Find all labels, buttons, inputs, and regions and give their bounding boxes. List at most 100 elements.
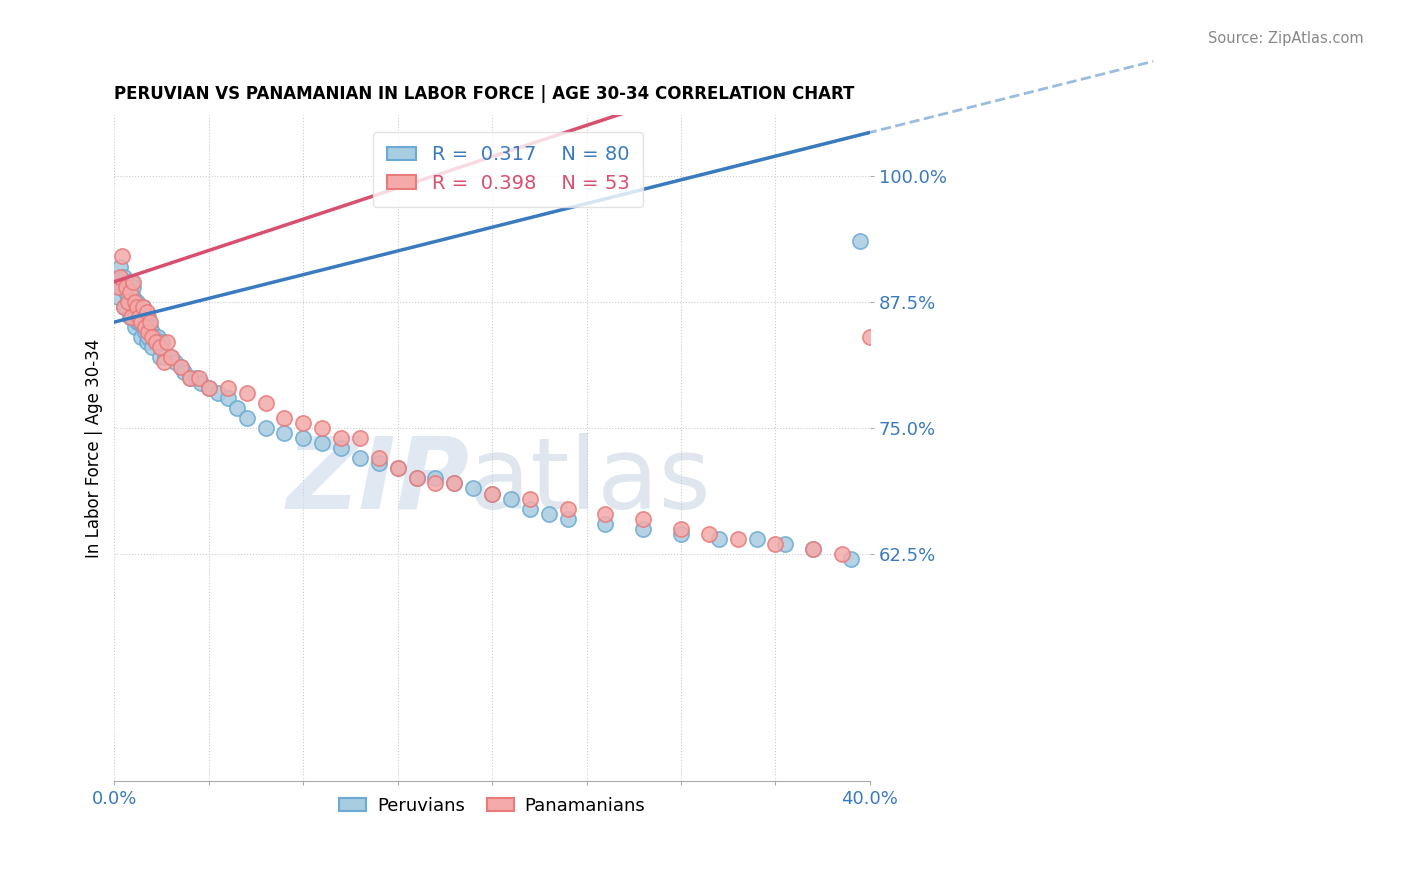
Point xyxy=(112,300,135,314)
Point xyxy=(273,410,295,425)
Point xyxy=(188,370,211,384)
Point xyxy=(831,547,853,561)
Point xyxy=(155,351,177,365)
Point xyxy=(117,290,139,304)
Point xyxy=(111,279,134,293)
Point xyxy=(499,491,522,506)
Point xyxy=(118,285,141,299)
Point xyxy=(801,541,824,556)
Point xyxy=(387,461,409,475)
Point xyxy=(124,294,146,309)
Point xyxy=(129,315,152,329)
Point xyxy=(125,300,148,314)
Point xyxy=(179,370,201,384)
Point xyxy=(122,275,145,289)
Point xyxy=(425,476,447,491)
Point xyxy=(150,335,173,350)
Point xyxy=(425,471,447,485)
Point xyxy=(141,340,163,354)
Point xyxy=(120,310,142,324)
Point xyxy=(405,471,427,485)
Point xyxy=(138,310,160,324)
Point xyxy=(254,421,277,435)
Point xyxy=(595,516,617,531)
Point xyxy=(128,300,150,314)
Point xyxy=(114,300,136,314)
Point xyxy=(198,381,221,395)
Point xyxy=(330,431,353,445)
Point xyxy=(169,360,191,375)
Point xyxy=(217,381,239,395)
Point xyxy=(125,315,148,329)
Text: ZIP: ZIP xyxy=(287,433,470,530)
Point xyxy=(292,431,315,445)
Point xyxy=(108,275,131,289)
Point xyxy=(226,401,249,415)
Point xyxy=(160,351,183,365)
Point xyxy=(405,471,427,485)
Point xyxy=(633,512,655,526)
Point xyxy=(179,370,201,384)
Point xyxy=(765,537,787,551)
Point xyxy=(107,279,129,293)
Point xyxy=(135,335,157,350)
Point xyxy=(707,532,730,546)
Point xyxy=(132,300,155,314)
Point xyxy=(198,381,221,395)
Point xyxy=(235,410,257,425)
Point xyxy=(311,421,333,435)
Point xyxy=(138,325,160,339)
Point xyxy=(387,461,409,475)
Point xyxy=(108,260,131,274)
Point xyxy=(108,269,131,284)
Point xyxy=(330,441,353,455)
Point xyxy=(463,482,485,496)
Point xyxy=(727,532,749,546)
Point xyxy=(699,527,721,541)
Point xyxy=(207,385,229,400)
Point xyxy=(443,476,465,491)
Point xyxy=(184,370,207,384)
Y-axis label: In Labor Force | Age 30-34: In Labor Force | Age 30-34 xyxy=(86,338,103,558)
Point xyxy=(557,501,579,516)
Point xyxy=(132,315,155,329)
Point xyxy=(839,552,862,566)
Point xyxy=(135,320,157,334)
Point xyxy=(107,290,129,304)
Point xyxy=(122,290,145,304)
Point xyxy=(669,527,692,541)
Point xyxy=(141,330,163,344)
Point xyxy=(801,541,824,556)
Point xyxy=(367,456,389,470)
Point xyxy=(125,294,148,309)
Point xyxy=(118,310,141,324)
Point xyxy=(122,279,145,293)
Point xyxy=(128,315,150,329)
Point xyxy=(128,310,150,324)
Point xyxy=(367,451,389,466)
Point xyxy=(141,325,163,339)
Point xyxy=(169,360,191,375)
Point xyxy=(143,330,166,344)
Point xyxy=(633,522,655,536)
Text: Source: ZipAtlas.com: Source: ZipAtlas.com xyxy=(1208,31,1364,46)
Point xyxy=(138,330,160,344)
Point xyxy=(859,330,882,344)
Point xyxy=(124,320,146,334)
Point xyxy=(292,416,315,430)
Point xyxy=(349,431,371,445)
Point xyxy=(557,512,579,526)
Point xyxy=(311,436,333,450)
Point xyxy=(117,294,139,309)
Point xyxy=(849,235,872,249)
Point xyxy=(114,279,136,293)
Point xyxy=(481,486,503,500)
Point xyxy=(129,330,152,344)
Point xyxy=(669,522,692,536)
Point xyxy=(160,351,183,365)
Point xyxy=(537,507,560,521)
Point xyxy=(139,315,162,329)
Point xyxy=(443,476,465,491)
Point xyxy=(149,340,172,354)
Point xyxy=(134,320,156,334)
